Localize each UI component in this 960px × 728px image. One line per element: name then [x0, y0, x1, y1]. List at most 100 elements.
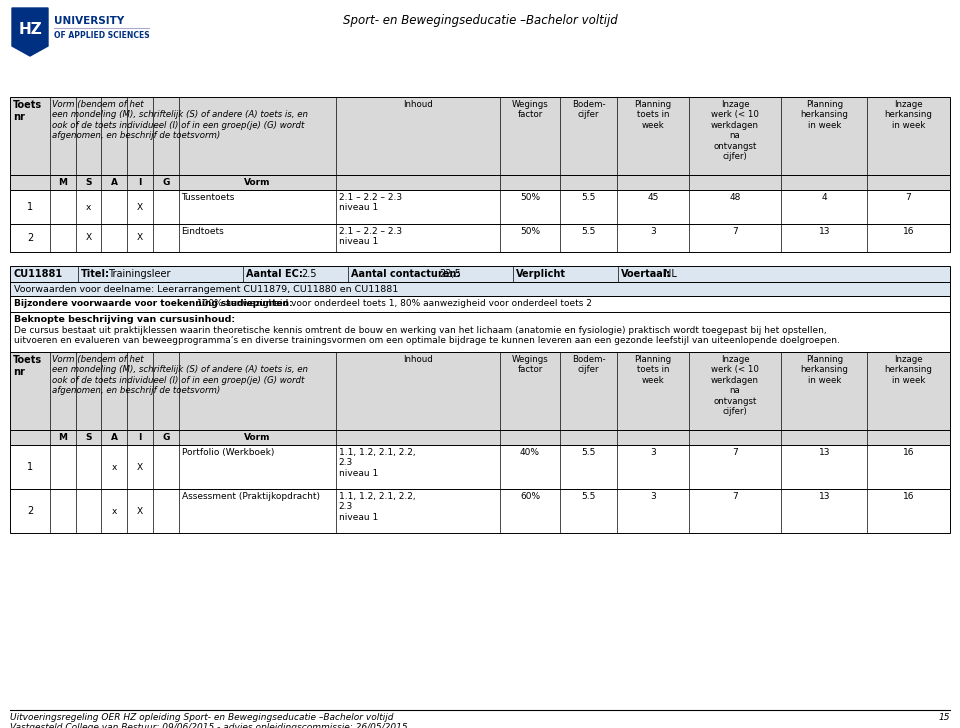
- Text: Voorwaarden voor deelname: Leerarrangement CU11879, CU11880 en CU11881: Voorwaarden voor deelname: Leerarrangeme…: [14, 285, 398, 293]
- Bar: [10, 352, 950, 430]
- Text: Aantal contacturen:: Aantal contacturen:: [351, 269, 461, 279]
- Text: 4: 4: [822, 193, 828, 202]
- Text: I: I: [138, 433, 142, 442]
- Text: 7: 7: [732, 448, 738, 457]
- Text: 22,5: 22,5: [439, 269, 461, 279]
- Text: 16: 16: [902, 492, 914, 501]
- Text: 5.5: 5.5: [582, 227, 596, 236]
- Text: G: G: [162, 433, 169, 442]
- Text: Inzage
herkansing
in week: Inzage herkansing in week: [884, 100, 932, 130]
- Text: I: I: [138, 178, 142, 187]
- Text: S: S: [85, 178, 92, 187]
- Text: HZ: HZ: [18, 23, 42, 38]
- Text: 3: 3: [650, 448, 656, 457]
- Text: S: S: [85, 433, 92, 442]
- Text: 48: 48: [730, 193, 741, 202]
- Text: Toets
nr: Toets nr: [13, 355, 42, 376]
- Text: Bijzondere voorwaarde voor toekenning studiepunten:: Bijzondere voorwaarde voor toekenning st…: [14, 299, 293, 309]
- Polygon shape: [12, 8, 48, 56]
- Text: 2.1 – 2.2 – 2.3
niveau 1: 2.1 – 2.2 – 2.3 niveau 1: [339, 193, 402, 213]
- Text: Trainingsleer: Trainingsleer: [108, 269, 171, 279]
- Text: Vorm: Vorm: [244, 178, 271, 187]
- Bar: [10, 296, 950, 312]
- Text: Portfolio (Werkboek): Portfolio (Werkboek): [181, 448, 274, 457]
- Text: 5.5: 5.5: [582, 492, 596, 501]
- Text: Sport- en Bewegingseducatie –Bachelor voltijd: Sport- en Bewegingseducatie –Bachelor vo…: [343, 14, 617, 27]
- Text: x: x: [111, 507, 117, 515]
- Text: Voertaal:: Voertaal:: [621, 269, 671, 279]
- Text: 13: 13: [819, 492, 830, 501]
- Text: 3: 3: [650, 492, 656, 501]
- Text: 5.5: 5.5: [582, 193, 596, 202]
- Text: Bodem-
cijfer: Bodem- cijfer: [572, 100, 606, 119]
- Text: Planning
herkansing
in week: Planning herkansing in week: [801, 355, 849, 385]
- Bar: [10, 282, 950, 296]
- Text: 15: 15: [939, 713, 950, 722]
- Bar: [10, 190, 950, 224]
- Text: X: X: [137, 462, 143, 472]
- Bar: [10, 430, 950, 445]
- Text: Planning
toets in
week: Planning toets in week: [635, 355, 671, 385]
- Text: X: X: [137, 507, 143, 515]
- Text: A: A: [110, 433, 118, 442]
- Text: 16: 16: [902, 448, 914, 457]
- Text: Inhoud: Inhoud: [403, 355, 433, 364]
- Text: De cursus bestaat uit praktijklessen waarin theoretische kennis omtrent de bouw : De cursus bestaat uit praktijklessen waa…: [14, 326, 840, 345]
- Text: 50%: 50%: [520, 227, 540, 236]
- Bar: [10, 312, 950, 352]
- Text: 100% aanwezigheid voor onderdeel toets 1, 80% aanwezigheid voor onderdeel toets : 100% aanwezigheid voor onderdeel toets 1…: [194, 299, 591, 309]
- Text: A: A: [110, 178, 118, 187]
- Text: 45: 45: [647, 193, 659, 202]
- Text: G: G: [162, 178, 169, 187]
- Text: Uitvoeringsregeling OER HZ opleiding Sport- en Bewegingseducatie –Bachelor volti: Uitvoeringsregeling OER HZ opleiding Spo…: [10, 713, 394, 722]
- Text: Bodem-
cijfer: Bodem- cijfer: [572, 355, 606, 374]
- Text: 7: 7: [732, 227, 738, 236]
- Text: Vorm (benoem of het
een mondeling (M), schriftelijk (S) of andere (A) toets is, : Vorm (benoem of het een mondeling (M), s…: [52, 355, 308, 395]
- Text: 50%: 50%: [520, 193, 540, 202]
- Text: 7: 7: [905, 193, 911, 202]
- Text: Wegings
factor: Wegings factor: [512, 100, 548, 119]
- Text: M: M: [59, 178, 67, 187]
- Text: 2: 2: [27, 506, 34, 516]
- Text: UNIVERSITY: UNIVERSITY: [54, 16, 124, 26]
- Text: 1: 1: [27, 202, 33, 212]
- Text: 7: 7: [732, 492, 738, 501]
- Text: 40%: 40%: [520, 448, 540, 457]
- Text: NL: NL: [664, 269, 677, 279]
- Text: X: X: [85, 234, 91, 242]
- Text: Planning
toets in
week: Planning toets in week: [635, 100, 671, 130]
- Text: 2: 2: [27, 233, 34, 243]
- Text: Verplicht: Verplicht: [516, 269, 566, 279]
- Text: 2.5: 2.5: [301, 269, 317, 279]
- Text: 3: 3: [650, 227, 656, 236]
- Text: Aantal EC:: Aantal EC:: [246, 269, 302, 279]
- Bar: [10, 266, 950, 282]
- Text: Eindtoets: Eindtoets: [181, 227, 225, 236]
- Text: x: x: [111, 462, 117, 472]
- Text: x: x: [85, 202, 91, 212]
- Text: OF APPLIED SCIENCES: OF APPLIED SCIENCES: [54, 31, 150, 40]
- Text: 16: 16: [902, 227, 914, 236]
- Text: Inhoud: Inhoud: [403, 100, 433, 109]
- Text: Inzage
werk (< 10
werkdagen
na
ontvangst
cijfer): Inzage werk (< 10 werkdagen na ontvangst…: [711, 355, 759, 416]
- Bar: [10, 445, 950, 489]
- Text: Assessment (Praktijkopdracht): Assessment (Praktijkopdracht): [181, 492, 320, 501]
- Text: M: M: [59, 433, 67, 442]
- Bar: [10, 224, 950, 252]
- Text: Toets
nr: Toets nr: [13, 100, 42, 122]
- Text: Planning
herkansing
in week: Planning herkansing in week: [801, 100, 849, 130]
- Text: Beknopte beschrijving van cursusinhoud:: Beknopte beschrijving van cursusinhoud:: [14, 315, 235, 324]
- Text: Tussentoets: Tussentoets: [181, 193, 235, 202]
- Text: Inzage
herkansing
in week: Inzage herkansing in week: [884, 355, 932, 385]
- Text: Vastgesteld College van Bestuur: 09/06/2015 - advies opleidingscommissie: 26/05/: Vastgesteld College van Bestuur: 09/06/2…: [10, 723, 408, 728]
- Text: X: X: [137, 234, 143, 242]
- Bar: [10, 97, 950, 175]
- Text: Vorm (benoem of het
een mondeling (M), schriftelijk (S) of andere (A) toets is, : Vorm (benoem of het een mondeling (M), s…: [52, 100, 308, 141]
- Text: Wegings
factor: Wegings factor: [512, 355, 548, 374]
- Text: Vorm: Vorm: [244, 433, 271, 442]
- Text: 13: 13: [819, 227, 830, 236]
- Text: Inzage
werk (< 10
werkdagen
na
ontvangst
cijfer): Inzage werk (< 10 werkdagen na ontvangst…: [711, 100, 759, 161]
- Text: 60%: 60%: [520, 492, 540, 501]
- Text: 2.1 – 2.2 – 2.3
niveau 1: 2.1 – 2.2 – 2.3 niveau 1: [339, 227, 402, 246]
- Text: Titel:: Titel:: [81, 269, 110, 279]
